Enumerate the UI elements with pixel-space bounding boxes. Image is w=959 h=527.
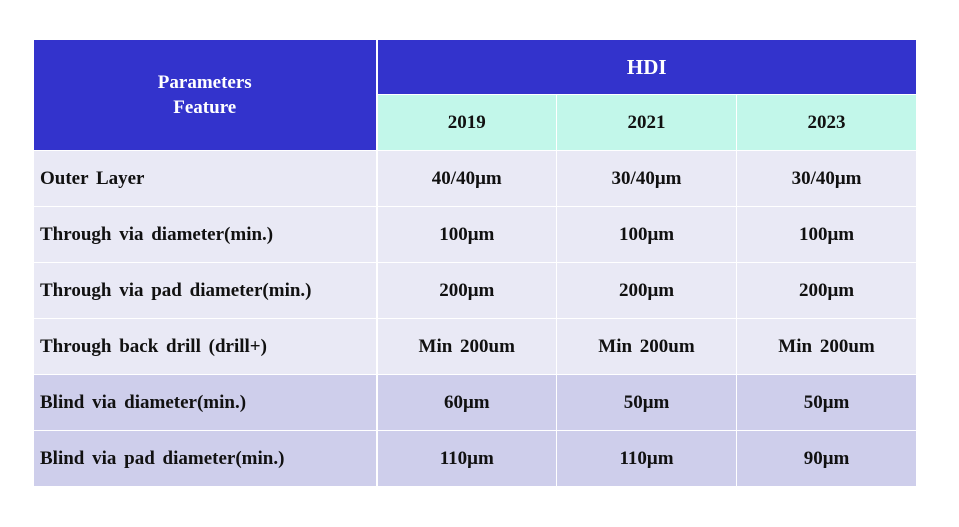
parameters-label: Parameters <box>157 72 252 93</box>
value-2019: 40/40μm <box>376 150 557 207</box>
value-2021: 100μm <box>556 206 737 263</box>
feature-label: Feature <box>173 97 237 118</box>
value-2021: 200μm <box>556 262 737 319</box>
table-row: Through via pad diameter(min.) 200μm 200… <box>33 262 918 319</box>
value-2019: Min 200um <box>376 318 557 375</box>
year-header-row: 2019 2021 2023 <box>34 94 918 151</box>
year-2023-header: 2023 <box>735 94 918 151</box>
value-2023: 200μm <box>735 262 918 319</box>
table-row: Through via diameter(min.) 100μm 100μm 1… <box>33 206 918 263</box>
year-2021-header: 2021 <box>556 94 737 151</box>
value-2019: 60μm <box>376 374 557 431</box>
table-row: Through back drill (drill+) Min 200um Mi… <box>33 318 918 375</box>
value-2021: 50μm <box>556 374 737 431</box>
row-feature: Through back drill (drill+) <box>33 318 378 375</box>
value-2021: 110μm <box>556 430 737 487</box>
value-2021: Min 200um <box>556 318 737 375</box>
value-2023: 90μm <box>735 430 918 487</box>
table-header: Parameters Feature HDI 2019 2021 2023 <box>33 39 918 151</box>
value-2023: 30/40μm <box>735 150 918 207</box>
table-row: Blind via pad diameter(min.) 110μm 110μm… <box>33 430 918 487</box>
value-2019: 100μm <box>376 206 557 263</box>
parameters-feature-header: Parameters Feature <box>33 39 378 151</box>
table-row: Outer Layer 40/40μm 30/40μm 30/40μm <box>33 150 918 207</box>
row-feature: Through via pad diameter(min.) <box>33 262 378 319</box>
row-feature: Through via diameter(min.) <box>33 206 378 263</box>
hdi-spec-table: Parameters Feature HDI 2019 2021 2023 Ou… <box>33 39 918 487</box>
value-2021: 30/40μm <box>556 150 737 207</box>
value-2019: 110μm <box>376 430 557 487</box>
value-2019: 200μm <box>376 262 557 319</box>
header-row-group: Parameters Feature HDI <box>33 39 918 151</box>
value-2023: 100μm <box>735 206 918 263</box>
table-body: Outer Layer 40/40μm 30/40μm 30/40μm Thro… <box>33 150 918 487</box>
value-2023: Min 200um <box>735 318 918 375</box>
year-2019-header: 2019 <box>376 94 557 151</box>
row-feature: Outer Layer <box>33 150 378 207</box>
row-feature: Blind via diameter(min.) <box>33 374 378 431</box>
row-feature: Blind via pad diameter(min.) <box>33 430 378 487</box>
value-2023: 50μm <box>735 374 918 431</box>
hdi-group-header: HDI <box>375 39 918 95</box>
table-row: Blind via diameter(min.) 60μm 50μm 50μm <box>33 374 918 431</box>
